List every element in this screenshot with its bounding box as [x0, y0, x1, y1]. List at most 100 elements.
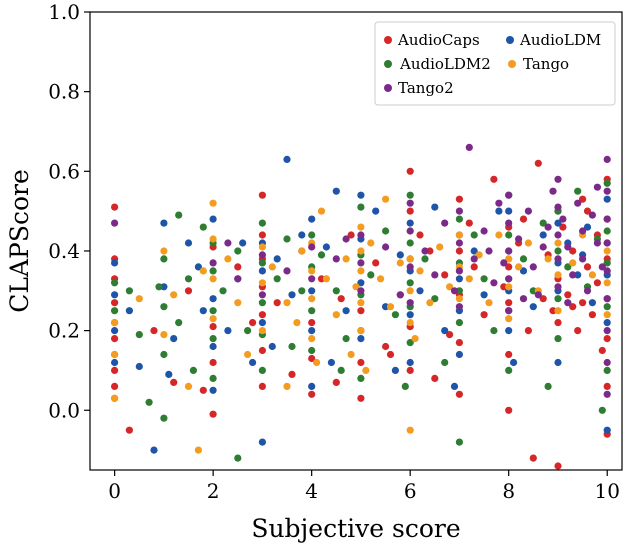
data-point [209, 315, 217, 323]
data-point [579, 227, 587, 235]
data-point [234, 275, 242, 283]
data-point [406, 207, 414, 215]
data-point [258, 231, 266, 239]
data-point [455, 350, 463, 359]
data-point [170, 291, 178, 299]
data-point [524, 327, 533, 335]
data-point [564, 291, 572, 299]
data-point [603, 187, 611, 195]
data-point [386, 350, 395, 359]
data-point [386, 303, 395, 311]
data-point [569, 247, 577, 255]
data-point [209, 323, 217, 331]
data-point [603, 358, 611, 367]
data-point [258, 311, 266, 319]
data-point [382, 342, 390, 351]
legend-marker-tango [508, 60, 516, 68]
data-point [184, 287, 193, 295]
data-point [288, 370, 296, 378]
data-point [603, 382, 611, 390]
y-tick-label: 0.8 [48, 80, 80, 104]
data-point [603, 239, 611, 247]
data-point [209, 358, 217, 367]
data-point [357, 374, 365, 382]
data-point [524, 207, 533, 215]
data-point [505, 275, 513, 283]
data-point [579, 299, 587, 307]
data-point [308, 267, 316, 275]
data-point [372, 259, 380, 267]
data-point [603, 267, 611, 275]
data-point [332, 378, 340, 386]
data-point [588, 299, 597, 307]
data-point [209, 307, 217, 315]
data-point [111, 291, 119, 299]
data-point [258, 299, 266, 307]
points-layer [111, 143, 611, 470]
data-point [194, 263, 202, 271]
data-point [470, 247, 478, 255]
data-point [244, 327, 252, 335]
data-point [470, 231, 478, 239]
data-point [367, 239, 375, 247]
data-point [505, 247, 513, 255]
data-point [111, 327, 119, 335]
data-point [554, 358, 562, 367]
data-point [342, 335, 350, 343]
data-point [283, 235, 291, 243]
data-point [603, 215, 611, 223]
data-point [332, 255, 340, 263]
data-point [505, 207, 513, 215]
data-point [603, 335, 611, 343]
data-point [505, 406, 513, 414]
data-point [431, 271, 439, 279]
data-point [480, 227, 488, 235]
legend-marker-audioldm [506, 36, 514, 44]
data-point [583, 207, 592, 215]
y-axis-title: CLAPScore [5, 169, 34, 313]
data-point [485, 247, 493, 255]
data-point [579, 195, 587, 203]
data-point [505, 191, 513, 199]
data-point [470, 263, 478, 271]
data-point [554, 335, 562, 343]
data-point [234, 299, 242, 307]
data-point [111, 366, 119, 374]
data-point [505, 231, 513, 239]
legend-marker-audioldm2 [384, 60, 392, 68]
data-point [475, 251, 483, 259]
data-point [505, 327, 513, 335]
data-point [554, 295, 562, 303]
legend-item-audioldm: AudioLDM [506, 31, 601, 49]
legend: AudioCaps AudioLDM AudioLDM2 Tango Tango… [374, 21, 616, 106]
data-point [135, 295, 143, 303]
data-point [554, 203, 562, 211]
data-point [455, 339, 463, 347]
data-point [465, 219, 473, 227]
data-point [357, 223, 365, 231]
data-point [529, 303, 537, 311]
data-point [308, 307, 316, 315]
data-point [583, 223, 592, 231]
data-point [273, 255, 281, 263]
data-point [342, 255, 350, 263]
data-point [505, 350, 513, 359]
data-point [505, 299, 513, 307]
data-point [135, 362, 143, 371]
data-point [485, 299, 493, 307]
data-point [534, 291, 542, 299]
data-point [406, 167, 414, 175]
data-point [401, 382, 409, 390]
data-point [357, 299, 365, 307]
data-point [396, 251, 404, 259]
data-point [199, 386, 207, 394]
legend-item-audiocaps: AudioCaps [384, 31, 480, 49]
data-point [357, 307, 365, 315]
data-point [165, 370, 173, 378]
data-point [450, 287, 459, 295]
data-point [209, 275, 217, 283]
data-point [544, 223, 552, 231]
data-point [111, 319, 119, 327]
data-point [534, 159, 542, 167]
data-point [308, 231, 316, 239]
